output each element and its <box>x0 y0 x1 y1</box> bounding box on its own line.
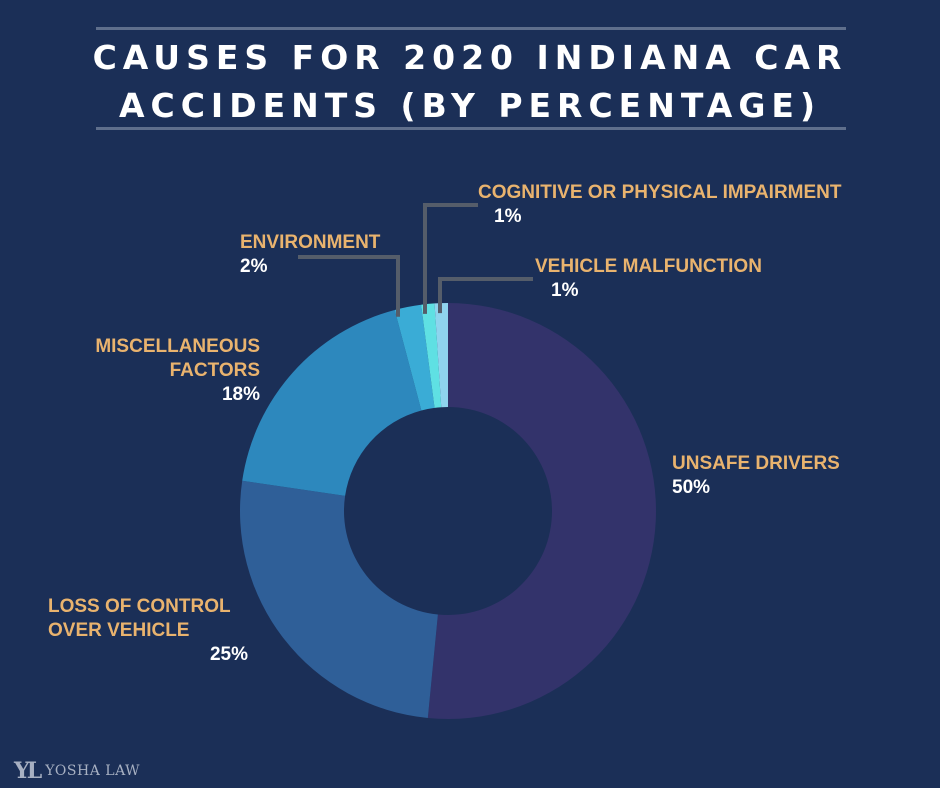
label-env: ENVIRONMENT 2% <box>240 231 380 279</box>
donut-slices <box>240 303 656 719</box>
label-misc-line1: MISCELLANEOUS <box>95 336 260 357</box>
leader-veh <box>438 277 533 314</box>
label-misc-value: 18% <box>221 384 260 405</box>
label-env-name: ENVIRONMENT <box>240 232 381 253</box>
logo-mark: YL <box>14 758 42 784</box>
yosha-law-logo: YL YOSHA LAW <box>14 758 140 784</box>
label-cog: COGNITIVE OR PHYSICAL IMPAIRMENT 1% <box>478 181 842 229</box>
label-misc-line2: FACTORS <box>169 360 260 381</box>
label-env-value: 2% <box>240 256 268 277</box>
logo-text: YOSHA LAW <box>45 763 140 779</box>
title-rule-top <box>96 27 846 30</box>
slice-loss <box>240 480 438 719</box>
title-rule-bottom <box>96 127 846 130</box>
slice-unsafe <box>427 303 656 719</box>
slice-cog <box>421 303 442 408</box>
label-loss-line2: OVER VEHICLE <box>48 620 190 641</box>
leader-cog <box>423 203 478 314</box>
label-cog-value: 1% <box>494 206 522 227</box>
label-unsafe-value: 50% <box>672 477 711 498</box>
chart-title: CAUSES FOR 2020 INDIANA CAR ACCIDENTS (B… <box>92 38 848 125</box>
slice-veh <box>434 303 448 408</box>
leader-lines <box>298 203 533 317</box>
label-loss-value: 25% <box>209 644 248 665</box>
label-unsafe: UNSAFE DRIVERS 50% <box>672 452 840 500</box>
label-loss-line1: LOSS OF CONTROL <box>48 596 231 617</box>
slice-misc <box>242 309 422 496</box>
label-unsafe-line1: UNSAFE DRIVERS <box>672 453 840 474</box>
slice-env <box>394 304 435 411</box>
label-veh-name: VEHICLE MALFUNCTION <box>535 256 762 277</box>
label-misc: MISCELLANEOUS FACTORS 18% <box>95 335 260 407</box>
label-veh-value: 1% <box>551 280 579 301</box>
leader-env <box>298 255 400 317</box>
label-loss: LOSS OF CONTROL OVER VEHICLE 25% <box>48 595 248 667</box>
label-veh: VEHICLE MALFUNCTION 1% <box>535 255 762 303</box>
label-cog-name: COGNITIVE OR PHYSICAL IMPAIRMENT <box>478 182 842 203</box>
